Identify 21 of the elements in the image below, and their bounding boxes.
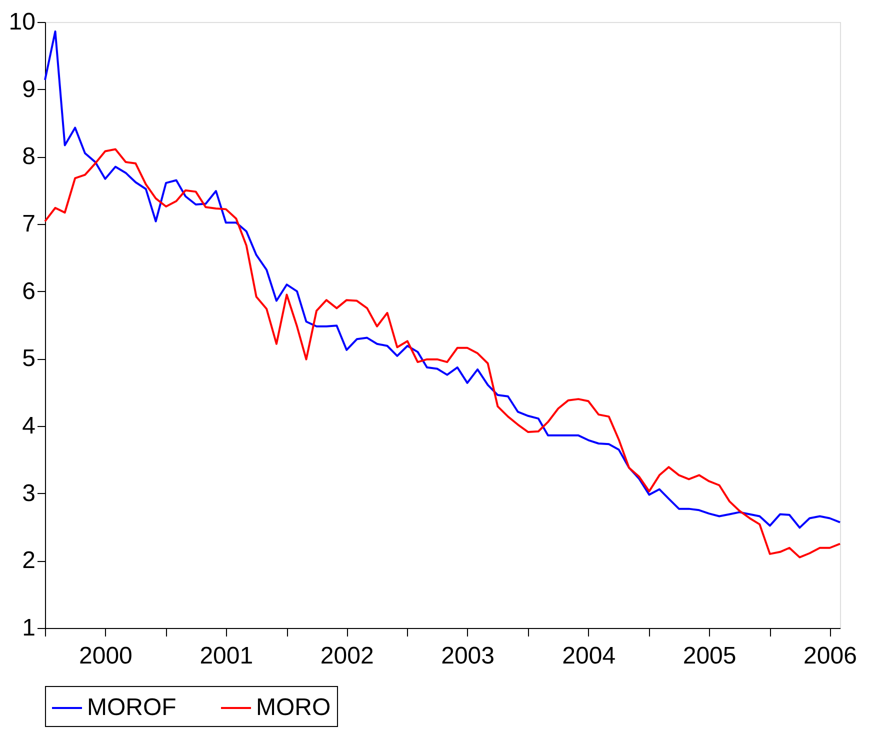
x-tick-label: 2003: [441, 642, 494, 670]
y-tick-label: 4: [22, 412, 36, 440]
y-tick-label: 1: [22, 614, 36, 642]
legend-label: MORO: [256, 694, 331, 721]
y-tick-label: 9: [22, 76, 36, 103]
y-tick-label: 3: [22, 480, 36, 507]
x-tick-label: 2004: [562, 642, 616, 670]
x-tick-label: 2006: [804, 642, 857, 670]
x-tick-label: 2000: [78, 642, 132, 670]
y-tick-label: 10: [8, 8, 36, 36]
line-series: [44, 148, 841, 558]
x-tick-label: 2001: [200, 642, 254, 670]
y-tick-label: 8: [22, 143, 36, 170]
y-tick-label: 6: [22, 278, 36, 305]
y-tick-label: 2: [22, 547, 36, 574]
x-tick-label: 2005: [682, 642, 736, 670]
y-tick-label: 5: [22, 345, 36, 372]
line-series: [44, 30, 841, 529]
x-tick-label: 2002: [320, 642, 374, 670]
legend-label: MOROF: [87, 694, 176, 721]
y-tick-label: 7: [22, 210, 36, 238]
